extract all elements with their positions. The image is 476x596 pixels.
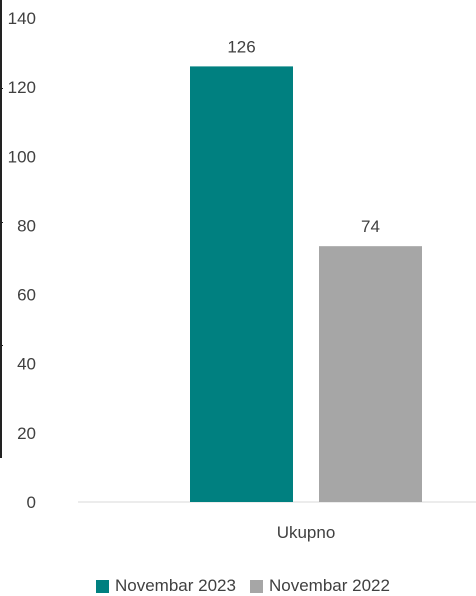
legend-item-2023: Novembar 2023	[96, 576, 236, 596]
y-tick-label: 40	[17, 355, 36, 374]
data-label: 74	[361, 217, 380, 236]
left-edge-mark	[0, 345, 3, 346]
y-tick-label: 0	[27, 493, 36, 512]
data-label: 126	[227, 37, 255, 56]
bar	[190, 66, 293, 503]
y-tick-label: 140	[8, 9, 36, 28]
legend-label-2022: Novembar 2022	[268, 576, 390, 595]
left-edge-mark	[0, 88, 3, 89]
legend-item-2022: Novembar 2022	[249, 576, 390, 596]
y-tick-label: 60	[17, 286, 36, 305]
legend-label-2023: Novembar 2023	[115, 576, 236, 595]
legend-swatch-2023	[96, 579, 109, 593]
bar	[319, 246, 422, 502]
y-tick-label: 100	[8, 147, 36, 166]
left-edge-border	[0, 0, 2, 458]
y-tick-label: 20	[17, 424, 36, 443]
bar-chart: 0 20 40 60 80 100 120 140 126 74 Ukupno	[8, 9, 476, 542]
chart-legend: Novembar 2023 Novembar 2022	[96, 576, 404, 596]
left-edge-mark	[0, 222, 3, 223]
legend-swatch-2022	[249, 579, 263, 593]
y-tick-label: 80	[17, 216, 36, 235]
y-tick-label: 120	[8, 78, 36, 97]
x-tick-label: Ukupno	[277, 523, 336, 542]
